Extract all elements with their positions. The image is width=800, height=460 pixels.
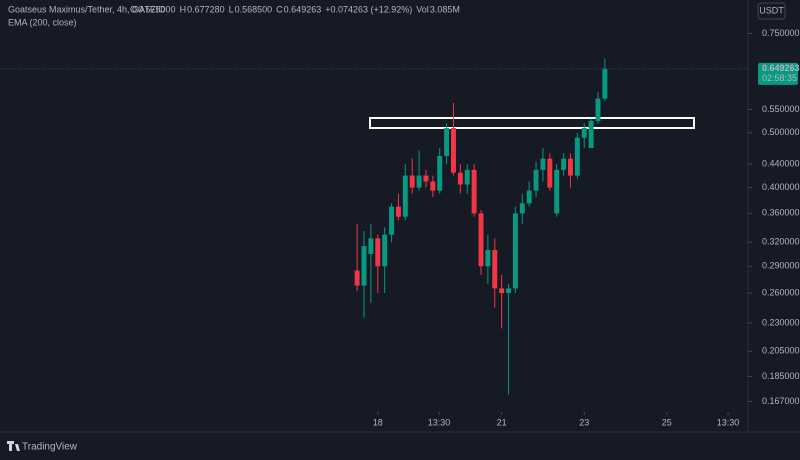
ohlc-value: 0.568500	[235, 4, 273, 14]
y-tick-label: 0.290000	[762, 261, 800, 271]
brand: TradingView	[7, 441, 78, 453]
candle-body	[354, 270, 360, 286]
currency[interactable]: USDT	[759, 5, 784, 15]
y-tick-label: 0.185000	[762, 371, 800, 381]
x-tick-label: 13:30	[717, 417, 740, 427]
currency-box[interactable]	[757, 2, 786, 20]
candle-body	[368, 238, 374, 254]
y-tick-label: 0.230000	[762, 317, 800, 327]
x-tick-label: 21	[497, 417, 507, 427]
x-tick-label: 25	[662, 417, 672, 427]
indicator-label: EMA (200, close)	[8, 17, 77, 27]
ohlc-value: 0.677280	[187, 4, 225, 14]
y-tick-label: 0.260000	[762, 287, 800, 297]
candle-body	[554, 169, 560, 214]
ohlc-key: L	[229, 4, 234, 14]
ohlc-key: O	[130, 4, 137, 14]
candle-body	[389, 206, 395, 235]
x-tick-label: 23	[579, 417, 589, 427]
y-tick-label: 0.400000	[762, 182, 800, 192]
candle-body	[588, 120, 594, 149]
last-price-box	[758, 62, 798, 85]
candle-body	[574, 137, 580, 176]
candle-body	[451, 128, 456, 173]
ohlc-value: 0.649263	[284, 4, 322, 14]
candle-body	[492, 249, 498, 289]
y-tick-label: 0.320000	[762, 237, 800, 247]
y-tick-label: 0.167000	[762, 396, 800, 406]
candle-body	[526, 190, 532, 204]
candle-body	[395, 206, 401, 217]
brand-name: TradingView	[22, 442, 78, 453]
candle-body	[437, 155, 443, 191]
brand-logo	[7, 441, 20, 451]
candle-body	[499, 288, 505, 294]
vol-value: 3.085M	[430, 4, 460, 14]
candle-body	[547, 158, 553, 188]
y-tick-label: 0.500000	[762, 127, 800, 137]
candle-body	[567, 158, 573, 176]
candle-body	[423, 175, 429, 182]
candle-body	[457, 172, 463, 185]
candle-body	[540, 158, 546, 170]
y-tick-label: 0.360000	[762, 208, 800, 218]
candle-body	[430, 181, 436, 191]
y-tick-label: 0.750000	[762, 28, 800, 38]
candle-body	[464, 169, 470, 185]
candle-body	[471, 169, 477, 214]
candle-body	[581, 128, 587, 138]
candle-body	[506, 288, 512, 294]
y-tick-label: 0.550000	[762, 104, 800, 114]
candle-body	[533, 169, 539, 191]
candle-body	[409, 175, 415, 188]
candle-body	[361, 246, 367, 286]
candle-body	[595, 98, 601, 121]
ohlc-key: H	[180, 4, 187, 14]
candle-body	[602, 68, 608, 99]
candle-body	[382, 234, 388, 267]
candle-body	[512, 213, 518, 289]
candle-body	[478, 213, 484, 267]
candle-body	[485, 249, 491, 267]
ohlc-key: C	[276, 4, 283, 14]
candle-body	[402, 175, 408, 217]
candle-body	[375, 238, 381, 267]
symbol-title: Goatseus Maximus/Tether, 4h, GATEIO	[8, 4, 165, 14]
x-tick-label: 13:30	[428, 417, 451, 427]
vol-key: Vol	[416, 4, 429, 14]
candle-body	[444, 128, 450, 156]
candle-body	[561, 158, 567, 170]
y-tick-label: 0.440000	[762, 159, 800, 169]
x-tick-label: 18	[373, 417, 383, 427]
countdown: 02:58:35	[762, 73, 797, 83]
last-price-label: 0.649263	[762, 63, 800, 73]
change: +0.074263 (+12.92%)	[325, 4, 412, 14]
candle-body	[519, 203, 525, 214]
candle-body	[416, 175, 422, 188]
ohlc-value: 0.575000	[138, 4, 176, 14]
drawn-rectangle[interactable]	[369, 117, 695, 129]
y-tick-label: 0.205000	[762, 346, 800, 356]
